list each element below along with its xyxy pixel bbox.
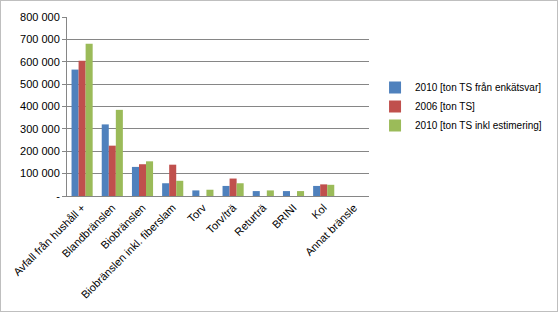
svg-text:Biobränslen: Biobränslen	[98, 202, 148, 252]
svg-text:600 000: 600 000	[20, 56, 60, 68]
svg-text:500 000: 500 000	[20, 78, 60, 90]
svg-text:Biobränslen inkl. fiberslam: Biobränslen inkl. fiberslam	[79, 202, 178, 301]
svg-text:700 000: 700 000	[20, 33, 60, 45]
svg-text:Kol: Kol	[309, 202, 329, 222]
svg-text:300 000: 300 000	[20, 123, 60, 135]
svg-text:Avfall från hushåll +: Avfall från hushåll +	[11, 202, 87, 278]
svg-text:2010 [ton TS inkl estimering]: 2010 [ton TS inkl estimering]	[415, 120, 542, 131]
svg-text:2006 [ton TS]: 2006 [ton TS]	[415, 101, 475, 112]
svg-text:Torv/trä: Torv/trä	[204, 201, 239, 236]
svg-text:BRINI: BRINI	[270, 202, 299, 231]
svg-text:-: -	[56, 190, 60, 202]
svg-text:Torv: Torv	[185, 201, 209, 225]
svg-text:2010 [ton TS från enkätsvar]: 2010 [ton TS från enkätsvar]	[415, 82, 541, 93]
svg-text:800 000: 800 000	[20, 11, 60, 23]
svg-text:200 000: 200 000	[20, 145, 60, 157]
svg-text:Blandbränslen: Blandbränslen	[59, 202, 117, 260]
svg-text:Returträ: Returträ	[232, 201, 269, 238]
svg-text:400 000: 400 000	[20, 100, 60, 112]
svg-text:Annat bränsle: Annat bränsle	[303, 202, 359, 258]
svg-text:100 000: 100 000	[20, 167, 60, 179]
